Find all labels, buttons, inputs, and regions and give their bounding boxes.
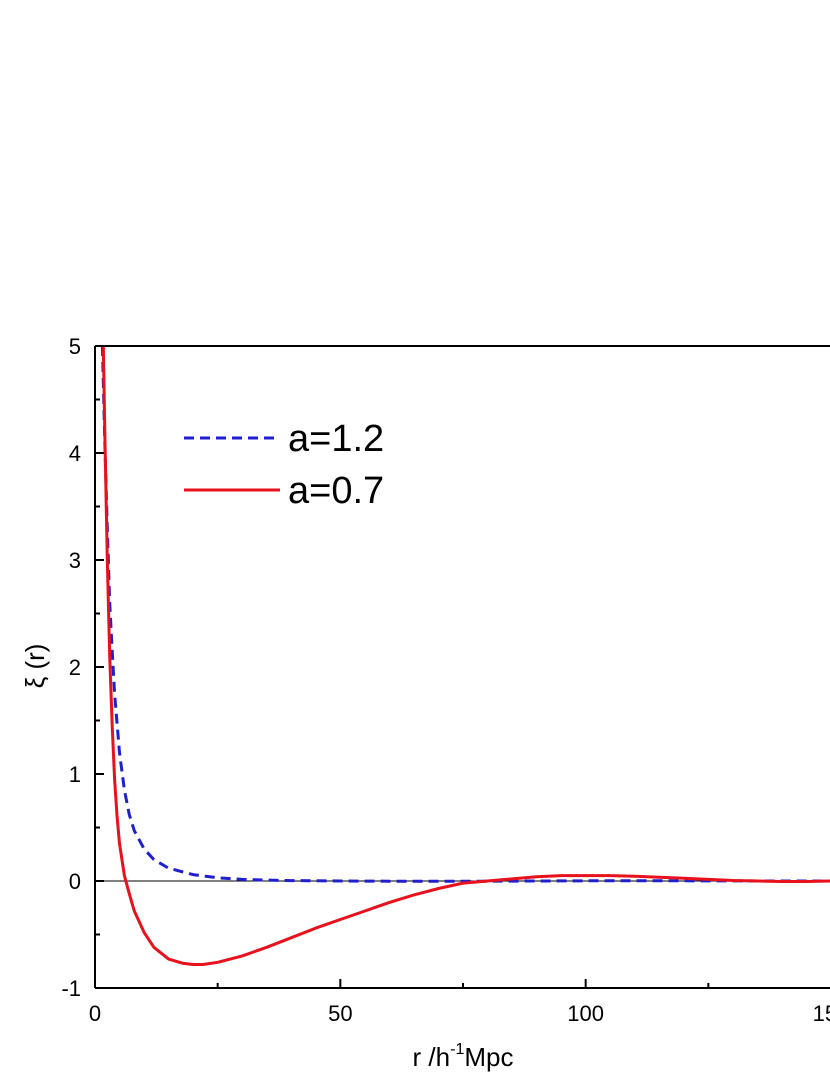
legend-label-2: a=0.7 bbox=[288, 470, 384, 512]
y-tick-label: 0 bbox=[69, 869, 81, 894]
series-layer bbox=[100, 346, 830, 966]
y-tick-label: 2 bbox=[69, 655, 81, 680]
x-tick-label: 150 bbox=[813, 1001, 830, 1026]
y-tick-label: 3 bbox=[69, 548, 81, 573]
x-tick-label: 100 bbox=[567, 1001, 604, 1026]
y-tick-label: 1 bbox=[69, 762, 81, 787]
y-tick-label: -1 bbox=[61, 976, 81, 1001]
x-tick-label: 50 bbox=[328, 1001, 352, 1026]
axis-tick-labels: -1012345050100150 bbox=[61, 334, 830, 1026]
legend: a=1.2 a=0.7 bbox=[184, 418, 384, 512]
axis-ticks bbox=[94, 345, 710, 989]
y-tick-label: 4 bbox=[69, 441, 81, 466]
x-axis-title: r /h-1Mpc bbox=[413, 1041, 514, 1072]
y-axis-title: ξ (r) bbox=[20, 644, 50, 689]
x-tick-label: 0 bbox=[89, 1001, 101, 1026]
plot-frame bbox=[94, 345, 830, 989]
legend-label-1: a=1.2 bbox=[288, 418, 384, 460]
series-line-1 bbox=[100, 346, 830, 883]
y-tick-label: 5 bbox=[69, 334, 81, 359]
series-line-2 bbox=[101, 346, 830, 966]
